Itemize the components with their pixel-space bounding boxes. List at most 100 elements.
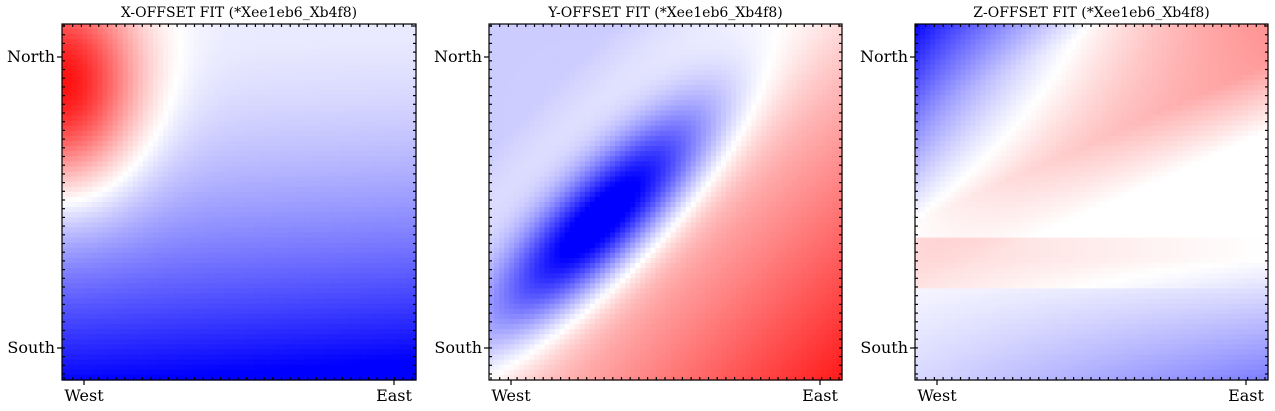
heatmap-cell	[319, 44, 326, 51]
heatmap-cell	[345, 34, 351, 40]
heatmap-cell	[289, 54, 296, 61]
heatmap-cell	[77, 227, 83, 234]
heatmap-cell	[350, 156, 356, 162]
heatmap-cell	[294, 79, 301, 86]
heatmap-cell	[223, 74, 230, 81]
heatmap-cell	[67, 79, 73, 86]
heatmap-cell	[228, 95, 235, 101]
heatmap-cell	[203, 344, 210, 351]
heatmap-cell	[375, 49, 382, 56]
heatmap-cell	[249, 329, 255, 335]
heatmap-cell	[67, 257, 73, 264]
heatmap-cell	[239, 222, 245, 229]
heatmap-cell	[345, 90, 351, 96]
heatmap-cell	[360, 303, 367, 310]
heatmap-cell	[324, 95, 331, 101]
heatmap-cell	[97, 156, 104, 162]
heatmap-cell	[137, 329, 144, 335]
heatmap-cell	[355, 34, 361, 40]
heatmap-cell	[350, 324, 356, 330]
heatmap-cell	[213, 186, 220, 193]
heatmap-cell	[370, 196, 377, 203]
heatmap-cell	[62, 283, 68, 290]
heatmap-cell	[390, 74, 397, 81]
heatmap-cell	[72, 349, 78, 356]
heatmap-cell	[294, 324, 301, 330]
heatmap-cell	[304, 130, 311, 137]
heatmap-cell	[208, 171, 215, 178]
heatmap-cell	[223, 186, 230, 193]
heatmap-cell	[244, 202, 250, 208]
heatmap-cell	[309, 298, 316, 305]
heatmap-cell	[82, 283, 88, 290]
heatmap-cell	[87, 74, 93, 81]
heatmap-cell	[72, 156, 78, 162]
heatmap-cell	[340, 166, 346, 173]
heatmap-cell	[117, 232, 124, 239]
heatmap-cell	[400, 39, 407, 45]
heatmap-cell	[213, 105, 220, 112]
heatmap-cell	[350, 242, 356, 249]
heatmap-cell	[233, 146, 240, 152]
heatmap-cell	[254, 318, 260, 325]
heatmap-cell	[254, 110, 260, 117]
heatmap-cell	[82, 207, 88, 213]
heatmap-cell	[223, 257, 230, 264]
heatmap-cell	[380, 268, 387, 274]
heatmap-cell	[340, 196, 346, 203]
heatmap-cell	[132, 369, 139, 376]
heatmap-cell	[410, 217, 417, 223]
heatmap-cell	[375, 176, 382, 183]
heatmap-cell	[213, 349, 220, 356]
heatmap-cell	[213, 232, 220, 239]
heatmap-cell	[254, 324, 260, 330]
heatmap-cell	[228, 283, 235, 290]
heatmap-cell	[228, 369, 235, 376]
heatmap-cell	[198, 34, 205, 40]
heatmap-cell	[249, 64, 255, 71]
heatmap-cell	[102, 369, 109, 376]
heatmap-cell	[153, 278, 159, 284]
heatmap-cell	[173, 227, 179, 234]
heatmap-cell	[259, 268, 265, 274]
heatmap-cell	[228, 44, 235, 51]
heatmap-cell	[340, 268, 346, 274]
heatmap-cell	[299, 318, 306, 325]
heatmap-cell	[168, 44, 174, 51]
heatmap-cell	[183, 324, 190, 330]
heatmap-cell	[360, 202, 367, 208]
heatmap-cell	[107, 288, 114, 295]
heatmap-cell	[294, 318, 301, 325]
heatmap-cell	[264, 334, 270, 340]
heatmap-cell	[77, 324, 83, 330]
heatmap-cell	[375, 364, 382, 371]
heatmap-cell	[294, 140, 301, 147]
heatmap-cell	[188, 283, 195, 290]
heatmap-cell	[188, 339, 195, 345]
heatmap-cell	[385, 95, 392, 101]
heatmap-cell	[254, 120, 260, 127]
heatmap-cell	[330, 186, 336, 193]
heatmap-cell	[294, 181, 301, 188]
heatmap-cell	[168, 24, 174, 30]
heatmap-cell	[380, 181, 387, 188]
heatmap-cell	[355, 146, 361, 152]
heatmap-cell	[168, 100, 174, 106]
heatmap-cell	[218, 359, 225, 366]
heatmap-cell	[72, 54, 78, 61]
heatmap-cell	[97, 359, 104, 366]
heatmap-cell	[365, 293, 372, 300]
heatmap-cell	[375, 212, 382, 218]
heatmap-cell	[233, 140, 240, 147]
heatmap-cell	[284, 273, 291, 279]
heatmap-cell	[284, 237, 291, 244]
heatmap-cell	[309, 69, 316, 76]
heatmap-cell	[183, 161, 190, 167]
heatmap-cell	[72, 191, 78, 198]
heatmap-cell	[158, 186, 164, 193]
heatmap-cell	[77, 186, 83, 193]
heatmap-cell	[142, 354, 149, 361]
heatmap-cell	[314, 49, 321, 56]
heatmap-cell	[188, 166, 195, 173]
heatmap-cell	[203, 135, 210, 142]
